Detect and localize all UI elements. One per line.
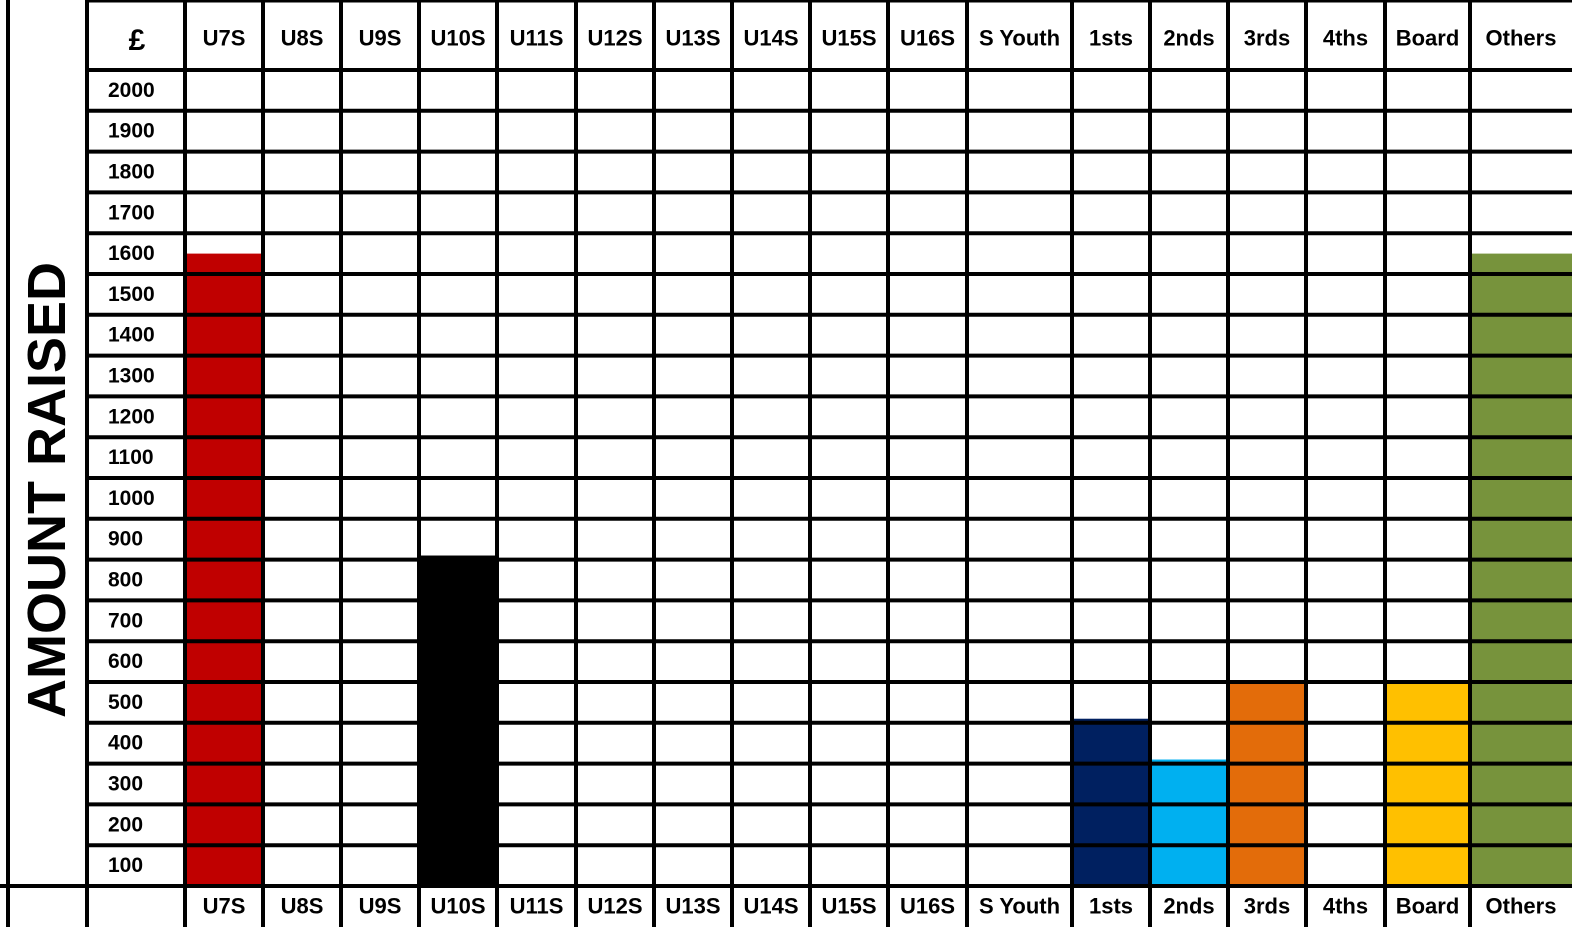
x-tick-label-bottom: U7S (203, 894, 246, 919)
x-tick-label-bottom: U14S (743, 894, 798, 919)
x-tick-label-top: U16S (900, 26, 955, 51)
x-tick-label-bottom: U10S (430, 894, 485, 919)
y-tick-label: 1700 (108, 201, 155, 224)
y-tick-label: 1600 (108, 242, 155, 265)
y-tick-label: 2000 (108, 79, 155, 102)
bars-layer (185, 253, 1572, 887)
bar-2nds (1150, 759, 1228, 886)
y-tick-label: 1800 (108, 161, 155, 184)
x-tick-label-bottom: S Youth (979, 894, 1060, 919)
x-tick-label-bottom: U8S (281, 894, 324, 919)
x-tick-label-top: 1sts (1089, 26, 1133, 51)
x-tick-label-bottom: U15S (821, 894, 876, 919)
y-tick-label: 200 (108, 813, 143, 836)
x-tick-label-bottom: U16S (900, 894, 955, 919)
y-tick-label: 100 (108, 854, 143, 877)
x-tick-label-top: U10S (430, 26, 485, 51)
y-tick-label: 600 (108, 650, 143, 673)
y-tick-label: 1400 (108, 324, 155, 347)
x-tick-label-top: U7S (203, 26, 246, 51)
currency-symbol: £ (129, 24, 146, 57)
x-tick-label-bottom: Board (1396, 894, 1460, 919)
x-tick-label-top: 4ths (1323, 26, 1368, 51)
text-layer: £ AMOUNT RAISED 2000 1900 1800 1700 1600 1500… (17, 24, 1556, 919)
y-tick-label: 900 (108, 528, 143, 551)
x-tick-label-bottom: 3rds (1244, 894, 1290, 919)
bar-others (1470, 253, 1572, 887)
y-tick-label: 1100 (108, 446, 154, 469)
x-tick-label-top: S Youth (979, 26, 1060, 51)
bar-u7s (185, 253, 263, 887)
y-tick-label: 1500 (108, 283, 155, 306)
y-tick-label: 1900 (108, 120, 155, 143)
bar-3rds (1228, 682, 1306, 886)
x-tick-label-bottom: 2nds (1163, 894, 1214, 919)
x-tick-label-top: 3rds (1244, 26, 1290, 51)
bar-board (1385, 682, 1470, 886)
y-tick-label: 800 (108, 569, 143, 592)
x-tick-label-top: U8S (281, 26, 324, 51)
x-tick-label-top: U13S (665, 26, 720, 51)
x-tick-label-top: U9S (359, 26, 402, 51)
x-tick-label-top: 2nds (1163, 26, 1214, 51)
x-tick-label-bottom: Others (1486, 894, 1557, 919)
x-tick-label-top: Others (1486, 26, 1557, 51)
x-tick-label-top: U14S (743, 26, 798, 51)
x-tick-label-bottom: U11S (510, 894, 564, 919)
x-tick-label-top: U11S (510, 26, 564, 51)
y-tick-label: 1200 (108, 405, 155, 428)
x-tick-label-bottom: U13S (665, 894, 720, 919)
y-tick-label: 1000 (108, 487, 155, 510)
y-tick-label: 300 (108, 773, 143, 796)
y-tick-label: 500 (108, 691, 143, 714)
bar-u10s (419, 555, 497, 886)
y-tick-label: 1300 (108, 365, 155, 388)
x-tick-label-bottom: 1sts (1089, 894, 1133, 919)
bar-1sts (1072, 718, 1150, 886)
y-tick-label: 700 (108, 609, 143, 632)
y-tick-label: 400 (108, 732, 143, 755)
x-tick-label-bottom: U9S (359, 894, 402, 919)
x-tick-label-bottom: U12S (587, 894, 642, 919)
x-tick-label-bottom: 4ths (1323, 894, 1368, 919)
x-tick-label-top: Board (1396, 26, 1460, 51)
x-tick-label-top: U12S (587, 26, 642, 51)
x-tick-label-top: U15S (821, 26, 876, 51)
y-axis-label: AMOUNT RAISED (17, 262, 77, 718)
